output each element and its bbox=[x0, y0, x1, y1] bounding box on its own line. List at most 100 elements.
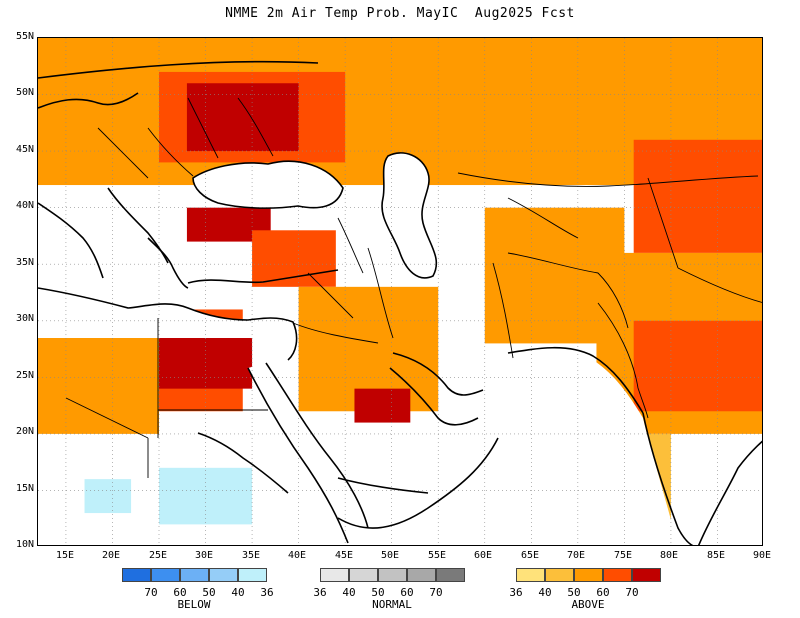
lon-label: 90E bbox=[752, 550, 772, 561]
legend-tick: 40 bbox=[342, 586, 356, 599]
legend-tick: 40 bbox=[231, 586, 245, 599]
prob-region-above_60 bbox=[633, 320, 762, 412]
legend-tick: 50 bbox=[202, 586, 216, 599]
border-central-asia bbox=[507, 197, 579, 239]
border-iraq-iran bbox=[367, 247, 394, 339]
prob-region-above_60 bbox=[252, 230, 336, 287]
border-syria-iraq bbox=[307, 272, 354, 319]
map-title: NMME 2m Air Temp Prob. MayIC Aug2025 Fcs… bbox=[225, 6, 575, 21]
sea-mask bbox=[401, 352, 678, 545]
lat-label: 30N bbox=[15, 313, 34, 324]
sea-mask bbox=[381, 152, 437, 278]
lat-label: 20N bbox=[15, 426, 34, 437]
legend-tick: 60 bbox=[596, 586, 610, 599]
forecast-map bbox=[37, 37, 763, 546]
lat-label: 15N bbox=[15, 483, 34, 494]
lat-label: 35N bbox=[15, 257, 34, 268]
legend-swatch-normal-70 bbox=[436, 568, 465, 582]
border-afghan-pakistan bbox=[507, 252, 629, 329]
legend-title-below: BELOW bbox=[177, 598, 211, 611]
legend-tick: 60 bbox=[173, 586, 187, 599]
border-turkey-east bbox=[337, 217, 364, 274]
legend-swatch-above-40 bbox=[545, 568, 574, 582]
lat-label: 25N bbox=[15, 370, 34, 381]
legend-swatch-normal-60 bbox=[407, 568, 436, 582]
legend-tick: 50 bbox=[567, 586, 581, 599]
border-europe-1 bbox=[97, 127, 149, 179]
border-chad bbox=[65, 397, 149, 439]
india-west-coast bbox=[642, 412, 694, 545]
legend-swatch-below-60 bbox=[151, 568, 180, 582]
prob-region-below_36 bbox=[159, 467, 253, 525]
legend-title-normal: NORMAL bbox=[372, 598, 412, 611]
legend-swatch-below-40 bbox=[209, 568, 238, 582]
sea-mask bbox=[193, 161, 343, 209]
india-east-coast bbox=[697, 440, 762, 545]
border-kazakhstan-south bbox=[457, 172, 759, 187]
lon-label: 30E bbox=[194, 550, 214, 561]
legend-tick: 70 bbox=[429, 586, 443, 599]
lon-label: 15E bbox=[55, 550, 75, 561]
border-europe-2 bbox=[147, 127, 194, 177]
baltic-coast bbox=[38, 92, 139, 109]
legend-tick: 70 bbox=[625, 586, 639, 599]
legend-tick: 36 bbox=[313, 586, 327, 599]
legend-tick: 70 bbox=[144, 586, 158, 599]
legend-swatch-normal-36 bbox=[320, 568, 349, 582]
legend-swatch-normal-50 bbox=[378, 568, 407, 582]
italy-coast bbox=[38, 202, 104, 279]
graticule bbox=[38, 38, 762, 545]
legend-swatch-above-36 bbox=[516, 568, 545, 582]
arabian-sea-coast bbox=[507, 346, 644, 414]
probability-cells bbox=[38, 38, 762, 545]
border-europe-3 bbox=[187, 97, 219, 159]
prob-region-below_36 bbox=[84, 479, 132, 514]
north-boundary-line bbox=[38, 60, 319, 79]
lon-label: 25E bbox=[148, 550, 168, 561]
lon-label: 20E bbox=[101, 550, 121, 561]
legend-swatch-below-50 bbox=[180, 568, 209, 582]
lat-label: 50N bbox=[15, 87, 34, 98]
legend-tick: 60 bbox=[400, 586, 414, 599]
gulf-of-aden-coast bbox=[337, 477, 429, 494]
legend-tick: 40 bbox=[538, 586, 552, 599]
legend-swatch-above-70 bbox=[632, 568, 661, 582]
lon-label: 80E bbox=[659, 550, 679, 561]
anatolia-coast bbox=[187, 269, 339, 284]
legend-title-above: ABOVE bbox=[571, 598, 605, 611]
lon-label: 40E bbox=[287, 550, 307, 561]
caspian-sea-outline bbox=[381, 152, 438, 279]
border-russia-ukraine bbox=[237, 97, 274, 157]
red-sea-outline bbox=[247, 362, 369, 544]
legend-tick: 50 bbox=[371, 586, 385, 599]
coastlines bbox=[38, 60, 762, 545]
arabian-peninsula-coast bbox=[337, 437, 499, 529]
border-iran-afghanistan bbox=[492, 262, 514, 359]
country-borders bbox=[65, 97, 762, 478]
prob-region-above_70 bbox=[186, 83, 299, 152]
legend-tick: 36 bbox=[260, 586, 274, 599]
lon-label: 75E bbox=[613, 550, 633, 561]
greece-coast bbox=[147, 237, 189, 289]
lat-label: 45N bbox=[15, 144, 34, 155]
legend-tick: 36 bbox=[509, 586, 523, 599]
lon-label: 55E bbox=[427, 550, 447, 561]
lon-label: 85E bbox=[706, 550, 726, 561]
persian-gulf-outline bbox=[389, 352, 484, 426]
lon-label: 60E bbox=[473, 550, 493, 561]
mediterranean-coast bbox=[38, 287, 298, 361]
africa-horn-coast bbox=[197, 432, 289, 494]
prob-region-above_70 bbox=[354, 388, 411, 423]
legend-swatch-below-70 bbox=[122, 568, 151, 582]
lat-label: 55N bbox=[15, 31, 34, 42]
lat-label: 40N bbox=[15, 200, 34, 211]
lon-label: 50E bbox=[380, 550, 400, 561]
border-saudi-north bbox=[292, 322, 379, 344]
lon-label: 35E bbox=[241, 550, 261, 561]
legend-swatch-above-50 bbox=[574, 568, 603, 582]
black-sea-outline bbox=[192, 160, 344, 209]
lon-label: 70E bbox=[566, 550, 586, 561]
lat-label: 10N bbox=[15, 539, 34, 550]
prob-region-above_60 bbox=[633, 139, 762, 253]
sea-mask bbox=[248, 363, 368, 545]
